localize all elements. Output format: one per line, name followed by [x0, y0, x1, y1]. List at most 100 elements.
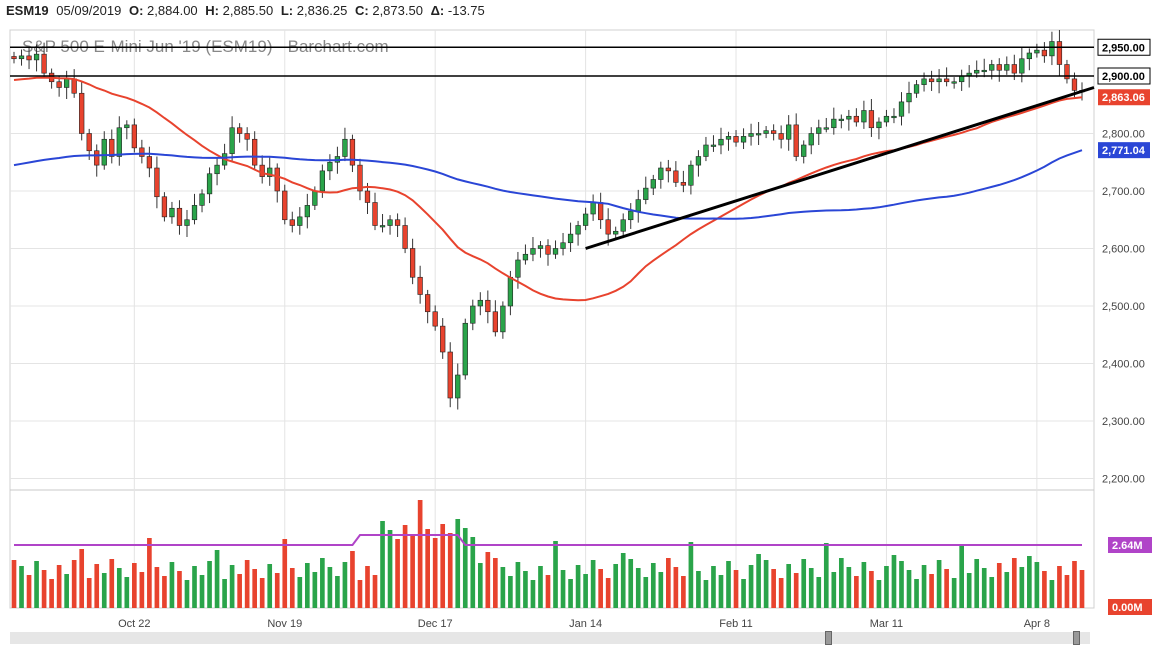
candle — [402, 225, 408, 249]
level-badge — [1097, 67, 1151, 85]
volume-bar — [320, 558, 325, 608]
candle — [921, 78, 927, 85]
open-label: O: — [128, 3, 144, 18]
candle — [831, 118, 837, 129]
range-handle-right[interactable] — [1073, 631, 1080, 645]
candle — [846, 115, 852, 120]
volume-bar — [726, 561, 731, 608]
volume-bar — [733, 570, 739, 608]
range-scrollbar[interactable] — [10, 632, 1090, 644]
volume-bar — [380, 521, 385, 608]
y-tick-label: 2,200.00 — [1102, 474, 1145, 486]
volume-bar — [899, 561, 904, 608]
candles — [11, 30, 1085, 410]
candle — [462, 322, 468, 376]
candle — [1026, 52, 1032, 60]
candle — [748, 133, 754, 137]
candle — [304, 205, 310, 218]
volume-bar — [748, 565, 754, 608]
candle — [928, 78, 935, 83]
ma200-line — [13, 149, 1083, 220]
candle — [695, 156, 702, 166]
volume-bar — [1064, 575, 1070, 608]
volume-bar — [417, 500, 423, 608]
volume-bar — [327, 567, 333, 608]
candle — [710, 144, 717, 147]
volume-bar — [801, 559, 807, 608]
candle — [387, 219, 393, 226]
range-handle-left[interactable] — [825, 631, 832, 645]
candle — [1011, 64, 1017, 74]
candle — [455, 374, 461, 399]
volume-bar — [184, 580, 190, 608]
volume-bar — [575, 565, 581, 608]
volume-bar — [793, 573, 799, 608]
y-tick-label: 2,500.00 — [1102, 301, 1145, 313]
candle — [883, 115, 890, 123]
volume-bar — [688, 542, 694, 608]
candle — [176, 207, 183, 226]
candle — [733, 136, 739, 143]
volume-bar — [395, 539, 400, 608]
candle — [26, 55, 32, 61]
candle — [906, 92, 912, 103]
candle — [943, 78, 950, 83]
volume-bar — [1004, 572, 1010, 608]
candle — [560, 242, 566, 249]
volume-bar — [147, 538, 152, 608]
volume-bar — [771, 569, 776, 608]
volume-bar — [846, 567, 852, 608]
volume-bar — [116, 568, 122, 608]
candle — [590, 202, 596, 215]
volume-bar — [590, 560, 596, 608]
candle — [289, 219, 295, 226]
volume-bar — [981, 568, 987, 608]
volume-bar — [26, 575, 32, 608]
candle — [658, 167, 664, 180]
volume-bar — [79, 549, 85, 608]
volume-bar — [154, 567, 160, 608]
candle — [379, 225, 386, 228]
candle — [169, 207, 175, 218]
level-badge-label: 2,950.00 — [1102, 42, 1145, 54]
volume-bar — [643, 577, 649, 608]
candle — [1034, 49, 1040, 54]
volume-bar — [56, 565, 62, 608]
candle — [409, 248, 416, 278]
candle — [372, 202, 378, 226]
x-tick-label: Jan 14 — [569, 618, 602, 630]
candle — [18, 55, 25, 60]
candle — [650, 179, 656, 189]
candle — [793, 124, 799, 157]
candle — [816, 127, 822, 134]
volume-bar — [613, 564, 619, 608]
candle — [425, 294, 431, 313]
volume-bar — [598, 569, 603, 608]
candle — [86, 133, 92, 152]
volume-bar — [1011, 558, 1017, 608]
volume-bar — [11, 560, 17, 608]
volume-bar — [711, 566, 716, 608]
candle — [79, 92, 85, 134]
volume-bar — [538, 566, 543, 608]
candle — [11, 56, 17, 60]
candle — [635, 199, 641, 212]
volume-bar — [297, 577, 303, 608]
volume-bar — [71, 560, 77, 608]
candle — [252, 138, 258, 166]
candle — [1019, 58, 1025, 74]
candle — [537, 245, 544, 249]
volume-bar — [162, 576, 167, 608]
candle — [477, 299, 483, 307]
volume-bar — [914, 579, 919, 608]
candle — [620, 219, 626, 232]
volume-bar — [718, 575, 724, 608]
volume-bar — [485, 552, 491, 608]
volume-bar — [455, 519, 461, 608]
grid — [9, 29, 1095, 609]
candle — [1049, 41, 1055, 57]
volume-bar — [673, 567, 679, 608]
volume-bar — [207, 561, 212, 608]
volume-bar — [357, 580, 363, 608]
